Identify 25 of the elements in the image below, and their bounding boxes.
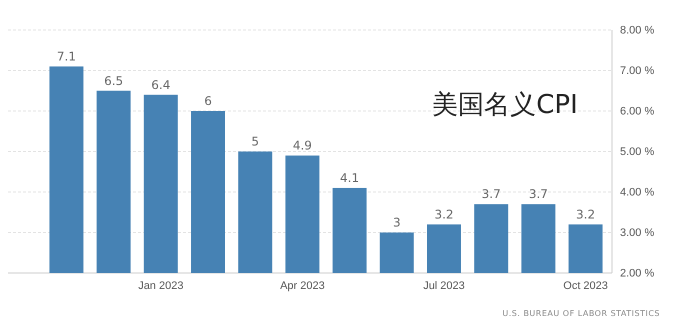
- data-label: 6: [204, 94, 212, 108]
- data-label: 6.5: [104, 74, 124, 88]
- y-tick-label: 8.00 %: [620, 24, 654, 37]
- data-label: 4.9: [292, 138, 312, 153]
- data-label: 3.2: [576, 207, 596, 222]
- x-tick-label: Jul 2023: [423, 280, 465, 292]
- x-tick-label: Apr 2023: [280, 280, 325, 292]
- data-label: 7.1: [56, 49, 76, 64]
- data-label: 6.4: [151, 78, 170, 92]
- data-label: 5: [251, 134, 260, 148]
- x-tick-label: Jan 2023: [138, 280, 184, 292]
- text: 美国名义CPI: [432, 90, 578, 120]
- data-label: 3.7: [528, 187, 548, 202]
- data-label: 3.7: [482, 187, 501, 202]
- y-tick-label: 4.00 %: [620, 186, 654, 199]
- y-tick-label: 2.00 %: [620, 268, 654, 280]
- data-label: 3: [392, 216, 401, 230]
- y-tick-label: 3.00 %: [620, 227, 654, 240]
- y-tick-label: 5.00 %: [620, 146, 654, 158]
- x-tick-label: Oct 2023: [563, 280, 608, 292]
- data-label: 3.2: [434, 207, 454, 222]
- text: U.S. BUREAU OF LABOR STATISTICS: [502, 309, 660, 318]
- y-tick-label: 7.00 %: [620, 65, 654, 78]
- data-label: 4.1: [340, 170, 360, 185]
- y-tick-label: 6.00 %: [620, 106, 654, 118]
